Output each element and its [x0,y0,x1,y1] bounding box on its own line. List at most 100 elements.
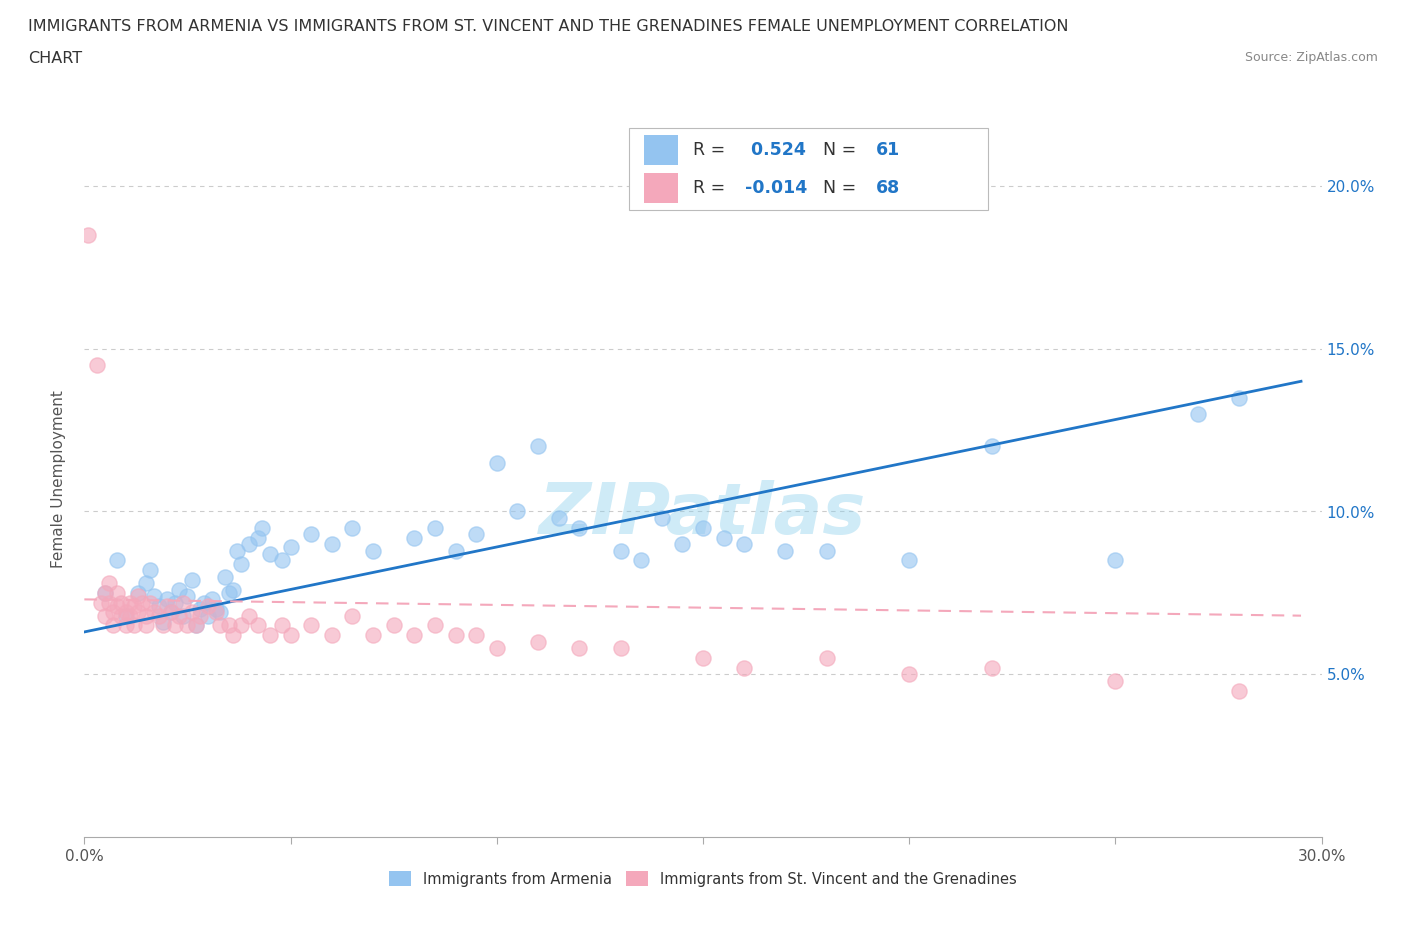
Text: 68: 68 [876,179,900,197]
Point [90,595,112,610]
Point [105,586,128,601]
Point [361,628,384,643]
Point [165,595,187,610]
Point [98,576,121,591]
Point [898,552,921,567]
Point [197,608,219,623]
Point [238,537,260,551]
Point [127,604,149,619]
Point [630,552,652,567]
Point [152,615,174,630]
Point [118,608,141,623]
Point [165,618,187,633]
Point [148,608,170,623]
Point [135,608,157,623]
Point [815,651,838,666]
Point [86,358,108,373]
Point [361,543,384,558]
Point [713,530,735,545]
Point [184,618,207,633]
Point [568,641,591,656]
Point [506,504,529,519]
Point [122,618,145,633]
Point [259,628,281,643]
Bar [628,128,987,210]
Point [815,543,838,558]
Point [1227,683,1250,698]
Point [222,628,245,643]
Point [229,556,252,571]
Point [671,537,693,551]
Text: N =: N = [823,141,862,159]
Point [218,586,240,601]
Point [193,595,215,610]
Point [180,604,202,619]
Point [898,667,921,682]
Point [568,521,591,536]
Point [423,521,446,536]
Point [250,521,273,536]
Point [201,592,224,607]
Point [527,439,550,454]
Point [280,539,302,554]
Point [218,618,240,633]
Point [135,576,157,591]
Point [103,604,125,619]
Point [114,604,136,619]
Point [246,618,269,633]
Point [139,563,162,578]
Point [139,595,162,610]
Point [114,608,136,623]
Point [271,552,294,567]
Bar [644,135,678,166]
Point [1104,673,1126,688]
Point [692,651,714,666]
Point [77,227,100,242]
Point [180,572,202,588]
Text: N =: N = [823,179,862,197]
Point [299,526,322,541]
Text: Source: ZipAtlas.com: Source: ZipAtlas.com [1244,51,1378,64]
Point [214,569,236,584]
Point [131,595,153,610]
Point [980,660,1002,675]
Point [226,543,249,558]
Point [156,592,179,607]
Point [114,618,136,633]
Point [651,511,673,525]
Point [465,628,488,643]
Point [94,586,117,601]
Point [321,537,343,551]
Point [143,604,166,619]
Legend: Immigrants from Armenia, Immigrants from St. Vincent and the Grenadines: Immigrants from Armenia, Immigrants from… [382,864,1024,894]
Point [404,628,426,643]
Point [299,618,322,633]
Point [98,595,121,610]
Point [103,618,125,633]
Point [485,455,508,470]
Point [167,582,190,597]
Point [280,628,302,643]
Point [122,599,145,614]
Point [733,660,755,675]
Point [172,595,194,610]
Point [423,618,446,633]
Point [94,608,117,623]
Point [238,608,260,623]
Point [609,543,631,558]
Point [209,618,232,633]
Point [1227,391,1250,405]
Text: 61: 61 [876,141,900,159]
Point [271,618,294,633]
Point [382,618,405,633]
Point [775,543,797,558]
Text: CHART: CHART [28,51,82,66]
Point [188,608,211,623]
Point [321,628,343,643]
Point [485,641,508,656]
Point [444,628,467,643]
Point [222,582,245,597]
Text: R =: R = [693,179,731,197]
Point [118,595,141,610]
Point [733,537,755,551]
